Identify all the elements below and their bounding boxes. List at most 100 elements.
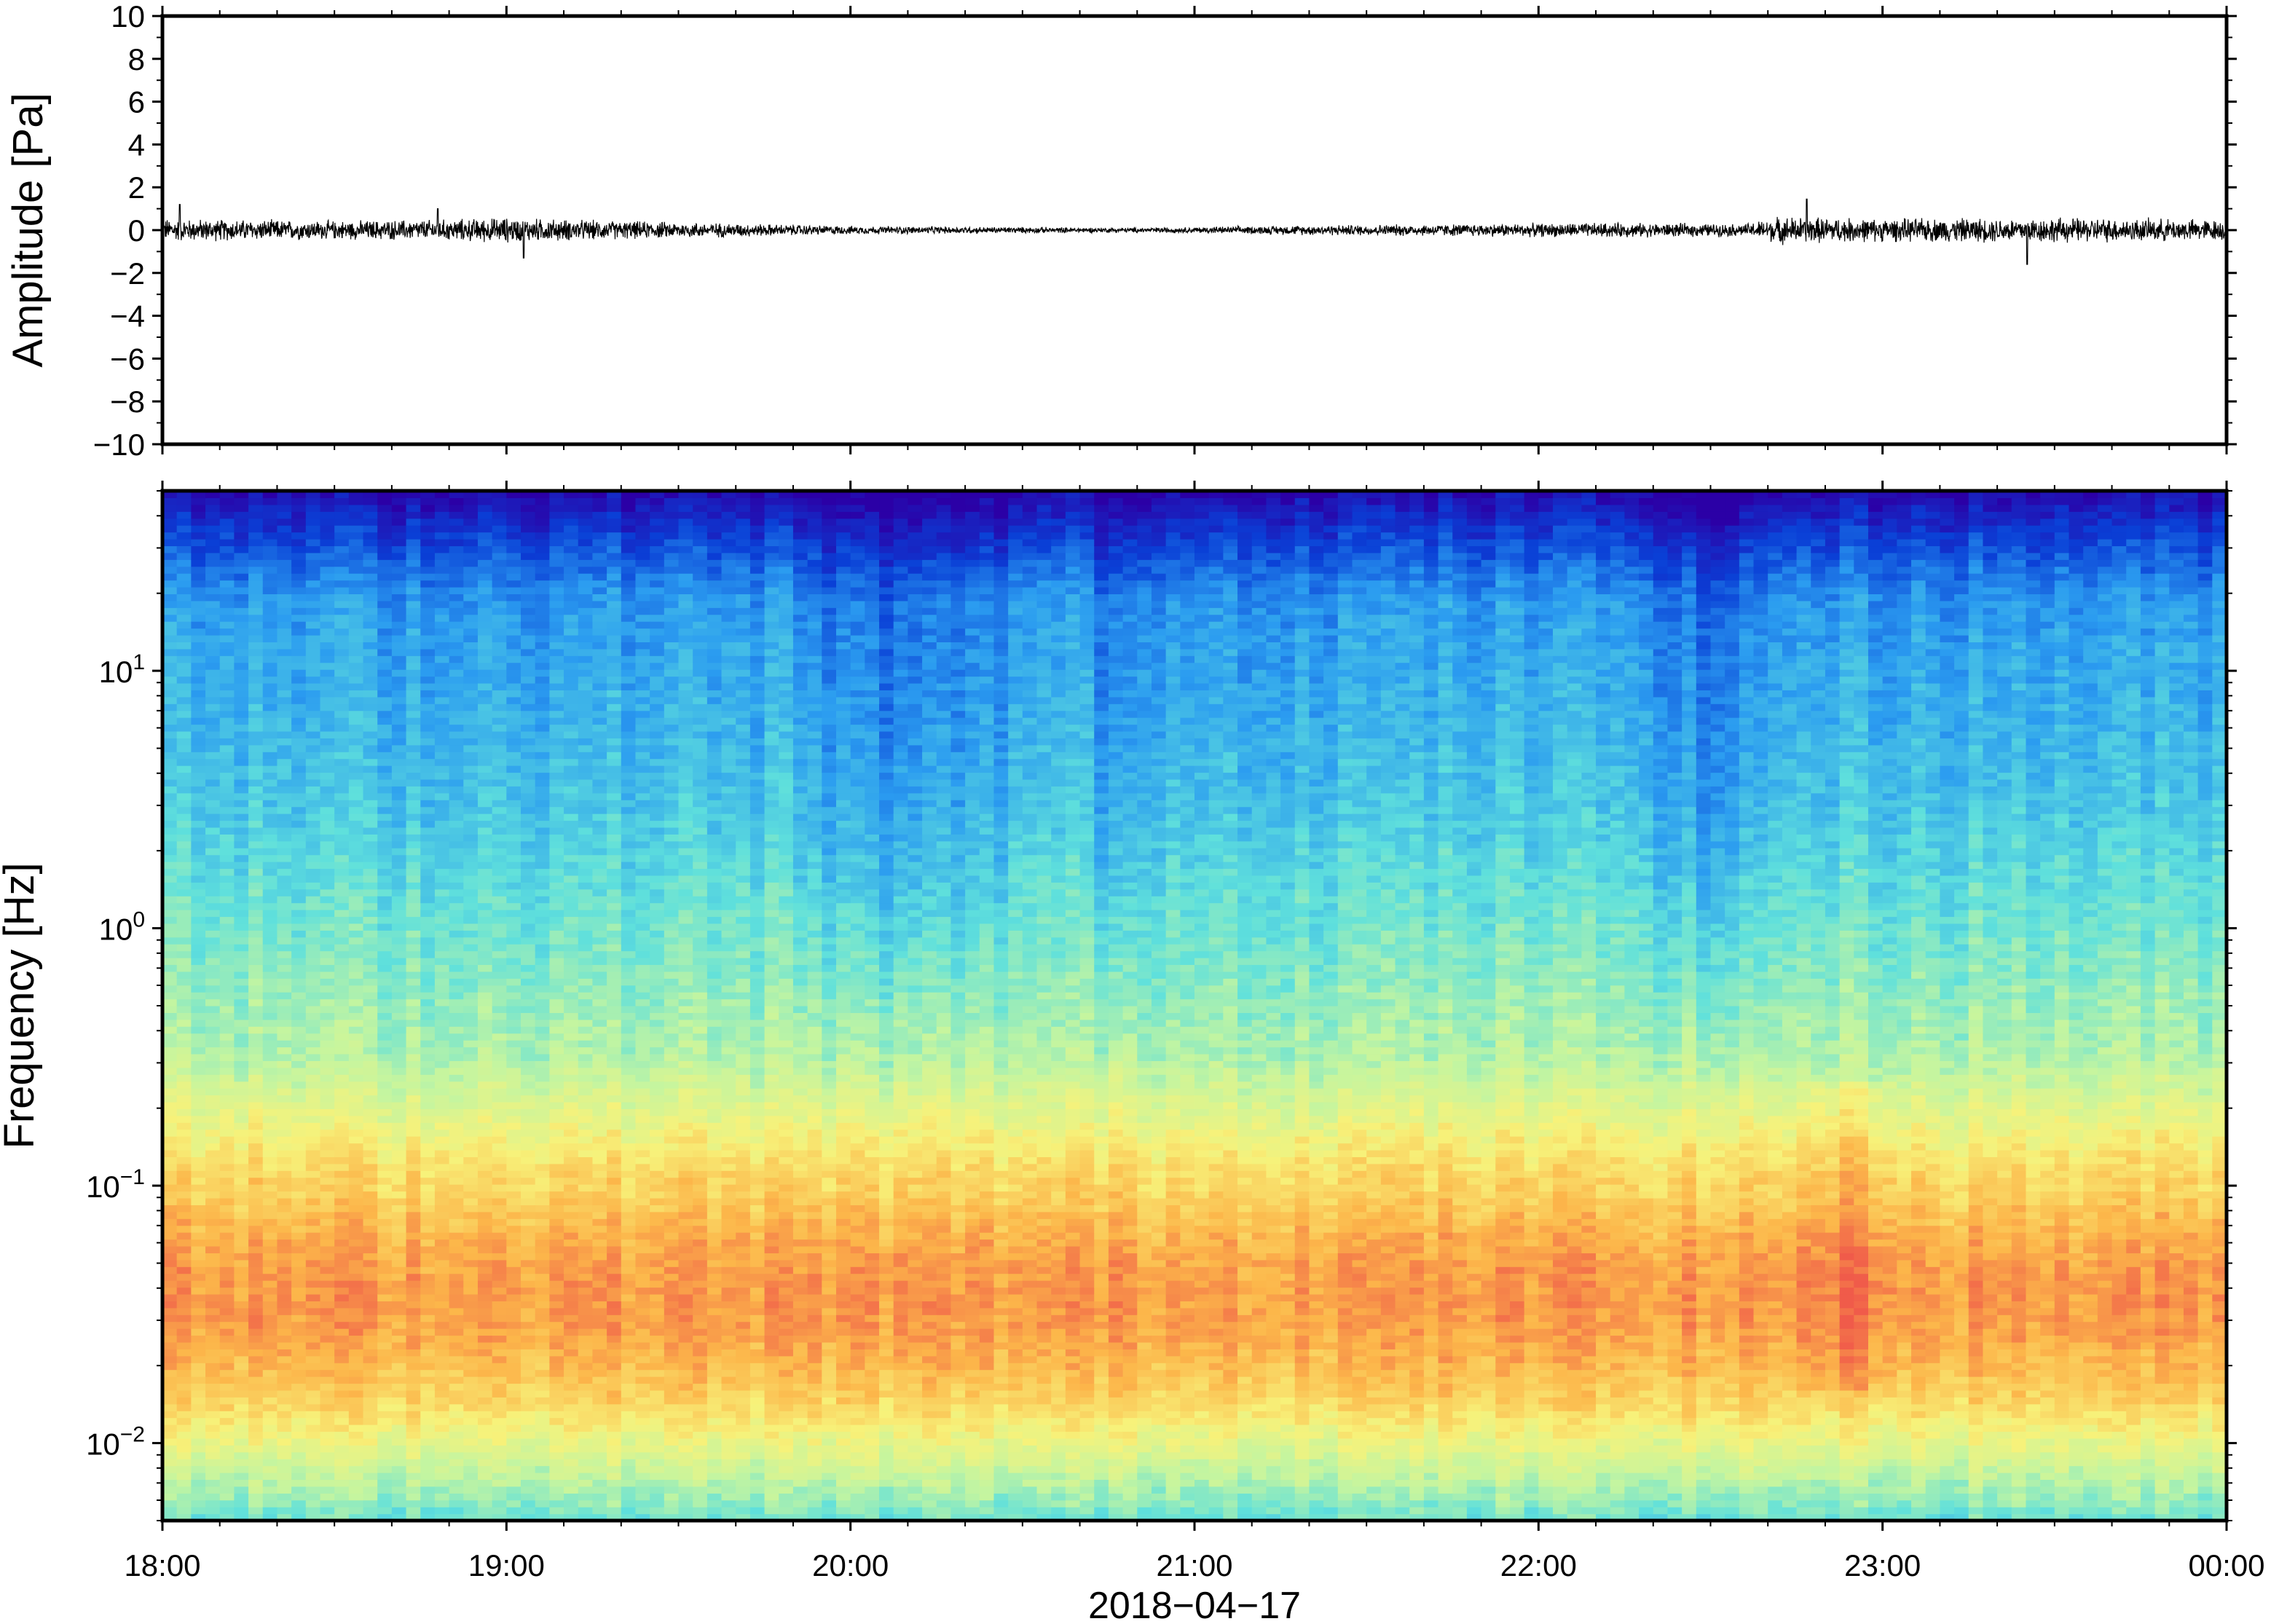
spectrogram-cell bbox=[220, 1260, 235, 1267]
spectrogram-cell bbox=[277, 1116, 291, 1123]
spectrogram-cell bbox=[162, 1479, 177, 1486]
spectrogram-cell bbox=[334, 1438, 349, 1446]
spectrogram-cell bbox=[220, 1274, 235, 1281]
spectrogram-cell bbox=[220, 1473, 235, 1480]
spectrogram-cell bbox=[205, 635, 220, 642]
spectrogram-cell bbox=[291, 601, 306, 608]
spectrogram-cell bbox=[191, 1493, 205, 1500]
spectrogram-cell bbox=[234, 958, 248, 965]
spectrogram-cell bbox=[263, 1294, 278, 1301]
spectrogram-cell bbox=[191, 545, 205, 553]
spectrogram-cell bbox=[263, 999, 278, 1006]
spectrogram-cell bbox=[191, 1314, 205, 1322]
spectrogram-cell bbox=[220, 1246, 235, 1253]
spectrogram-cell bbox=[334, 820, 349, 827]
spectrogram-cell bbox=[320, 793, 334, 800]
spectrogram-cell bbox=[234, 779, 248, 787]
spectrogram-cell bbox=[320, 738, 334, 745]
spectrogram-cell bbox=[334, 923, 349, 931]
spectrogram-cell bbox=[320, 1349, 334, 1356]
spectrogram-cell bbox=[306, 1074, 320, 1081]
spectrogram-cell bbox=[162, 1184, 177, 1191]
spectrogram-cell bbox=[191, 677, 205, 684]
spectrogram-cell bbox=[263, 559, 278, 567]
spectrogram-cell bbox=[306, 615, 320, 622]
spectrogram-cell bbox=[234, 1266, 248, 1274]
spectrogram-cell bbox=[220, 1280, 235, 1288]
spectrogram-cell bbox=[277, 1479, 291, 1486]
spectrogram-cell bbox=[306, 1507, 320, 1514]
spectrogram-cell bbox=[248, 532, 263, 540]
spectrogram-cell bbox=[349, 1356, 363, 1363]
spectrogram-cell bbox=[291, 553, 306, 560]
spectrogram-cell bbox=[177, 889, 192, 896]
spectrogram-cell bbox=[334, 1226, 349, 1233]
spectrogram-cell bbox=[248, 635, 263, 642]
spectrogram-cell bbox=[306, 868, 320, 875]
spectrogram-cell bbox=[334, 607, 349, 615]
spectrogram-cell bbox=[162, 731, 177, 738]
spectrogram-cell bbox=[291, 1095, 306, 1103]
spectrogram-cell bbox=[191, 717, 205, 725]
spectrogram-cell bbox=[191, 1390, 205, 1398]
spectrogram-cell bbox=[320, 1218, 334, 1226]
spectrogram-cell bbox=[334, 841, 349, 848]
spectrogram-cell bbox=[291, 1274, 306, 1281]
spectrogram-cell bbox=[334, 848, 349, 855]
spectrogram-cell bbox=[248, 615, 263, 622]
spectrogram-cell bbox=[291, 910, 306, 917]
spectrogram-cell bbox=[220, 896, 235, 903]
spectrogram-cell bbox=[277, 649, 291, 656]
spectrogram-cell bbox=[277, 587, 291, 594]
spectrogram-cell bbox=[334, 1198, 349, 1205]
spectrogram-cell bbox=[263, 683, 278, 690]
spectrogram-cell bbox=[334, 1486, 349, 1494]
spectrogram-cell bbox=[306, 759, 320, 766]
spectrogram-cell bbox=[162, 916, 177, 923]
spectrogram-cell bbox=[291, 1074, 306, 1081]
spectrogram-cell bbox=[162, 1424, 177, 1432]
spectrogram-cell bbox=[291, 567, 306, 574]
spectrogram-cell bbox=[234, 1424, 248, 1432]
spectrogram-cell bbox=[291, 834, 306, 841]
spectrogram-cell bbox=[220, 964, 235, 971]
spectrogram-cell bbox=[220, 1156, 235, 1164]
spectrogram-cell bbox=[291, 1246, 306, 1253]
spectrogram-cell bbox=[277, 1218, 291, 1226]
spectrogram-cell bbox=[291, 1397, 306, 1404]
spectrogram-cell bbox=[191, 1418, 205, 1425]
spectrogram-cell bbox=[191, 999, 205, 1006]
spectrogram-cell bbox=[320, 683, 334, 690]
spectrogram-cell bbox=[291, 1335, 306, 1342]
spectrogram-cell bbox=[234, 752, 248, 759]
spectrogram-cell bbox=[177, 834, 192, 841]
spectrogram-cell bbox=[306, 1486, 320, 1494]
spectrogram-cell bbox=[277, 1020, 291, 1027]
spectrogram-cell bbox=[306, 786, 320, 793]
spectrogram-cell bbox=[334, 752, 349, 759]
spectrogram-cell bbox=[277, 848, 291, 855]
spectrogram-cell bbox=[191, 772, 205, 779]
spectrogram-cell bbox=[220, 601, 235, 608]
spectrogram-cell bbox=[248, 1507, 263, 1514]
spectrogram-cell bbox=[306, 1191, 320, 1199]
spectrogram-cell bbox=[248, 669, 263, 677]
spectrogram-cell bbox=[334, 1376, 349, 1384]
spectrogram-cell bbox=[291, 745, 306, 752]
spectrogram-cell bbox=[248, 1479, 263, 1486]
spectrogram-cell bbox=[248, 1390, 263, 1398]
spectrogram-cell bbox=[220, 553, 235, 560]
spectrogram-cell bbox=[277, 807, 291, 814]
spectrogram-cell bbox=[234, 800, 248, 807]
spectrogram-cell bbox=[263, 703, 278, 711]
spectrogram-cell bbox=[177, 628, 192, 636]
spectrogram-cell bbox=[248, 1006, 263, 1013]
spectrogram-cell bbox=[277, 772, 291, 779]
spectrogram-cell bbox=[220, 1411, 235, 1418]
spectrogram-cell bbox=[277, 820, 291, 827]
spectrogram-cell bbox=[263, 971, 278, 979]
spectrogram-cell bbox=[334, 1322, 349, 1329]
spectrogram-cell bbox=[306, 497, 320, 505]
spectrogram-cell bbox=[177, 1006, 192, 1013]
spectrogram-cell bbox=[291, 807, 306, 814]
